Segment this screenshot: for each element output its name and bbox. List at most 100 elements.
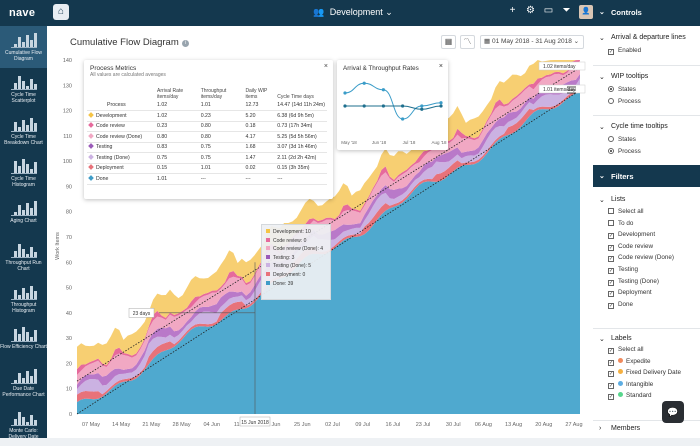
filters-header[interactable]: ⌄ Filters: [593, 165, 700, 187]
thumbnail-bar: [33, 84, 37, 89]
thumbnail-bar: [17, 166, 21, 173]
lists-section: ⌄ Lists Select all To do ✓ Development ✓ Code …: [593, 196, 700, 310]
section-header[interactable]: ⌄ Arrival & departure lines: [593, 34, 700, 42]
checkbox[interactable]: ✓: [608, 371, 614, 378]
metric-cell: 5.25 (5d 5h 56m): [275, 131, 327, 143]
section-header[interactable]: ⌄ WIP tooltips: [593, 73, 700, 81]
metric-cell: 1.01: [155, 173, 199, 185]
list-filter-option[interactable]: ✓ Testing: [593, 264, 700, 276]
label-filter-option[interactable]: ✓ Standard: [593, 390, 700, 402]
grid-view-button[interactable]: ▦: [441, 35, 456, 49]
nav-item-0[interactable]: Cumulative Flow Diagram: [0, 26, 47, 68]
section-header[interactable]: ⌄ Lists: [593, 196, 700, 204]
home-icon[interactable]: ⌂: [53, 4, 69, 20]
section-header[interactable]: › Members: [593, 425, 700, 432]
thumbnail-bar: [17, 295, 21, 299]
filter-icon[interactable]: ⏷: [562, 5, 571, 16]
checkbox[interactable]: ✓: [608, 244, 614, 251]
avatar[interactable]: 👤: [579, 5, 593, 19]
add-icon[interactable]: +: [509, 5, 516, 16]
arrival-enabled-checkbox[interactable]: ✓ Enabled: [593, 45, 700, 57]
list-filter-option[interactable]: ✓ Code review (Done): [593, 252, 700, 264]
nav-item-8[interactable]: Due Date Performance Chart: [0, 362, 47, 404]
section-header[interactable]: ⌄ Labels: [593, 335, 700, 343]
divider: [593, 115, 700, 116]
chart-thumbnail-icon: [10, 200, 37, 216]
chat-icon[interactable]: 💬: [662, 401, 684, 423]
checkbox[interactable]: [608, 219, 614, 226]
page-title-text: Cumulative Flow Diagram: [70, 37, 179, 48]
checkbox[interactable]: ✓: [608, 291, 614, 298]
cycle-process-radio[interactable]: Process: [593, 146, 700, 158]
checkbox[interactable]: ✓: [608, 233, 614, 240]
thumbnail-bar: [21, 210, 25, 215]
option-label: Done: [618, 300, 634, 308]
date-range-picker[interactable]: ▦ 01 May 2018 - 31 Aug 2018 ⌄: [480, 35, 584, 49]
nav-item-3[interactable]: Cycle Time Histogram: [0, 152, 47, 194]
close-icon[interactable]: ×: [438, 63, 443, 70]
label-filter-option[interactable]: ✓ Fixed Delivery Date: [593, 367, 700, 379]
nav-item-1[interactable]: Cycle Time Scatterplot: [0, 68, 47, 110]
label-filter-option[interactable]: ✓ Intangible: [593, 379, 700, 391]
list-filter-option[interactable]: Select all: [593, 206, 700, 218]
table-row: Deployment 0.15 1.01 0.02 0.15 (3h 35m): [87, 163, 327, 174]
list-filter-option[interactable]: To do: [593, 218, 700, 230]
checkbox[interactable]: ✓: [608, 348, 614, 354]
tooltip-row: Done: 39: [266, 280, 326, 289]
section-header[interactable]: ⌄ Cycle time tooltips: [593, 123, 700, 131]
checkbox[interactable]: ✓: [608, 267, 614, 274]
metric-cell: 0.15 (3h 35m): [275, 163, 327, 174]
checkbox[interactable]: [608, 208, 614, 214]
radio[interactable]: [608, 86, 614, 92]
label-filter-option[interactable]: ✓ Select all: [593, 344, 700, 356]
nav-item-2[interactable]: Cycle Time Breakdown Chart: [0, 110, 47, 152]
list-filter-option[interactable]: ✓ Testing (Done): [593, 276, 700, 288]
list-filter-option[interactable]: ✓ Code review: [593, 241, 700, 253]
metric-name: Code review: [96, 123, 125, 130]
checkbox[interactable]: ✓: [608, 256, 614, 263]
board-selector[interactable]: 👥 Development ⌄: [313, 7, 393, 18]
nav-item-5[interactable]: Throughput Run Chart: [0, 236, 47, 278]
line-chart-button[interactable]: 〽: [460, 35, 475, 49]
thumbnail-bar: [17, 334, 21, 341]
app-logo: nave: [9, 7, 36, 19]
thumbnail-bar: [13, 380, 17, 383]
metric-cell: 1.68: [243, 142, 276, 153]
list-filter-option[interactable]: ✓ Development: [593, 229, 700, 241]
radio[interactable]: [608, 147, 614, 154]
nav-item-7[interactable]: Flow Efficiency Chart: [0, 320, 47, 362]
chart-thumbnail-icon: [10, 242, 37, 258]
metric-cell: 6.38 (6d 9h 5m): [275, 110, 327, 122]
tooltip-label: Done: 39: [273, 280, 294, 287]
chart-thumbnail-icon: [10, 410, 37, 426]
thumbnail-bar: [29, 118, 33, 131]
wip-process-radio[interactable]: Process: [593, 96, 700, 108]
chevron-down-icon: ⌄: [599, 9, 605, 16]
radio[interactable]: [608, 97, 614, 104]
info-icon[interactable]: i: [181, 40, 189, 47]
controls-header[interactable]: ⌄ Controls: [593, 0, 700, 26]
list-filter-option[interactable]: ✓ Done: [593, 299, 700, 311]
arrival-throughput-title: Arrival & Throughput Rates: [343, 65, 419, 72]
nav-item-4[interactable]: Aging Chart: [0, 194, 47, 236]
monitor-icon[interactable]: ▭: [543, 5, 554, 16]
radio[interactable]: [608, 136, 614, 142]
list-filter-option[interactable]: ✓ Deployment: [593, 287, 700, 299]
checkbox[interactable]: ✓: [608, 49, 614, 55]
checkbox[interactable]: ✓: [608, 279, 614, 286]
option-label: Process: [618, 147, 641, 155]
close-icon[interactable]: ×: [323, 63, 328, 70]
thumbnail-bar: [21, 159, 25, 173]
checkbox[interactable]: ✓: [608, 394, 614, 401]
checkbox[interactable]: ✓: [608, 382, 614, 389]
checkbox[interactable]: ✓: [608, 359, 614, 366]
nav-item-9[interactable]: Monte Carlo: Delivery Date: [0, 404, 47, 446]
cycle-states-radio[interactable]: States: [593, 134, 700, 146]
checkbox[interactable]: ✓: [608, 302, 614, 309]
thumbnail-bar: [29, 40, 33, 47]
chevron-down-icon: ⌄: [599, 35, 605, 42]
wip-states-radio[interactable]: States: [593, 84, 700, 96]
label-filter-option[interactable]: ✓ Expedite: [593, 356, 700, 368]
nav-item-6[interactable]: Throughput Histogram: [0, 278, 47, 320]
gear-icon[interactable]: ⚙: [526, 5, 535, 16]
